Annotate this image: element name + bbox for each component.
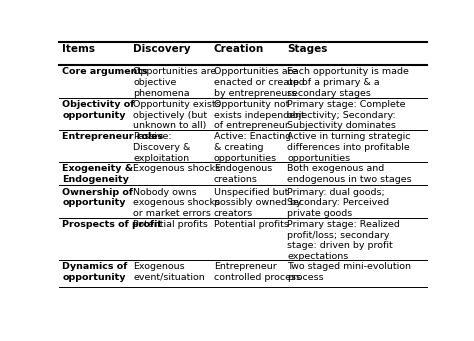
Text: Primary stage: Complete
objectivity; Secondary:
Subjectivity dominates: Primary stage: Complete objectivity; Sec… xyxy=(287,100,406,130)
Text: Potential profits: Potential profits xyxy=(214,220,289,229)
Text: Discovery: Discovery xyxy=(133,44,191,54)
Text: Exogenous
event/situation: Exogenous event/situation xyxy=(133,262,205,282)
Text: Two staged mini-evolution
process: Two staged mini-evolution process xyxy=(287,262,411,282)
Text: Unspecified but
possibly owned by
creators: Unspecified but possibly owned by creato… xyxy=(214,188,301,218)
Text: Passive:
Discovery &
exploitation: Passive: Discovery & exploitation xyxy=(133,132,191,163)
Text: Entrepreneur
controlled process: Entrepreneur controlled process xyxy=(214,262,301,282)
Text: Creation: Creation xyxy=(214,44,264,54)
Text: Nobody owns
exogenous shocks
or market errors: Nobody owns exogenous shocks or market e… xyxy=(133,188,220,218)
Text: Ownership of
opportunity: Ownership of opportunity xyxy=(62,188,133,207)
Text: Exogenous shocks: Exogenous shocks xyxy=(133,164,220,174)
Text: Opportunity exists
objectively (but
unknown to all): Opportunity exists objectively (but unkn… xyxy=(133,100,221,130)
Text: Endogenous
creations: Endogenous creations xyxy=(214,164,272,184)
Text: Active: Enacting
& creating
opportunities: Active: Enacting & creating opportunitie… xyxy=(214,132,291,163)
Text: Prospects of profit: Prospects of profit xyxy=(62,220,162,229)
Text: Opportunities are
objective
phenomena: Opportunities are objective phenomena xyxy=(133,68,216,98)
Text: Opportunity not
exists independent
of entrepreneur: Opportunity not exists independent of en… xyxy=(214,100,305,130)
Text: Objectivity of
opportunity: Objectivity of opportunity xyxy=(62,100,135,120)
Text: Dynamics of
opportunity: Dynamics of opportunity xyxy=(62,262,128,282)
Text: Each opportunity is made
up of a primary & a
secondary stages: Each opportunity is made up of a primary… xyxy=(287,68,409,98)
Text: Items: Items xyxy=(62,44,95,54)
Text: Active in turning strategic
differences into profitable
opportunities: Active in turning strategic differences … xyxy=(287,132,411,163)
Text: Primary: dual goods;
Secondary: Perceived
private goods: Primary: dual goods; Secondary: Perceive… xyxy=(287,188,390,218)
Text: Primary stage: Realized
profit/loss; secondary
stage: driven by profit
expectati: Primary stage: Realized profit/loss; sec… xyxy=(287,220,400,261)
Text: Both exogenous and
endogenous in two stages: Both exogenous and endogenous in two sta… xyxy=(287,164,412,184)
Text: Stages: Stages xyxy=(287,44,328,54)
Text: Entrepreneur roles: Entrepreneur roles xyxy=(62,132,164,141)
Text: Potential profits: Potential profits xyxy=(133,220,208,229)
Text: Opportunities are
enacted or created
by entrepreneurs: Opportunities are enacted or created by … xyxy=(214,68,305,98)
Text: Exogeneity &
Endogeneity: Exogeneity & Endogeneity xyxy=(62,164,133,184)
Text: Core arguments: Core arguments xyxy=(62,68,148,76)
